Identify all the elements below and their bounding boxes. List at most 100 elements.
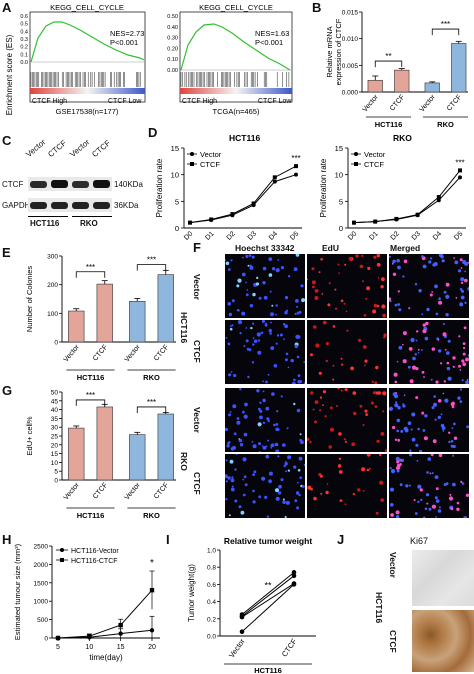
blot-row-gapdh: GAPDH <box>2 201 31 210</box>
chart-h: 2500 2000 1500 1000 500 0 5 10 15 20 time(day) Esti… <box>13 543 160 662</box>
cell-nucleus <box>284 358 288 362</box>
cell-nucleus <box>430 378 433 381</box>
cell-nucleus <box>438 254 443 258</box>
cell-nucleus <box>395 510 400 515</box>
cell-nucleus <box>250 265 253 269</box>
cell-nucleus <box>422 329 427 334</box>
x-tick-label: Vector <box>63 343 82 363</box>
chart-title: HCT116 <box>229 133 260 143</box>
cell-nucleus <box>238 438 240 440</box>
gsea-left-low: CTCF Low <box>108 98 142 105</box>
cell-nucleus <box>407 421 412 425</box>
group-label: RKO <box>437 120 454 129</box>
cell-nucleus <box>295 299 299 303</box>
micro-cells <box>225 320 305 384</box>
micro-tile-hoechst <box>225 320 305 384</box>
cell-nucleus <box>314 296 319 300</box>
cell-nucleus <box>265 445 268 448</box>
cell-nucleus <box>261 445 264 447</box>
cell-nucleus <box>447 339 451 343</box>
cell-nucleus <box>438 297 441 300</box>
cell-nucleus <box>425 493 430 497</box>
cell-nucleus <box>367 266 371 270</box>
cell-nucleus <box>372 309 377 314</box>
cell-nucleus <box>409 449 412 452</box>
cell-nucleus <box>303 382 305 384</box>
cell-nucleus <box>448 496 454 501</box>
cell-nucleus <box>263 295 268 300</box>
panel-label-j: J <box>337 532 345 547</box>
sig-stars: ** <box>264 581 272 591</box>
cell-nucleus <box>262 421 266 424</box>
x-tick-label: D1 <box>368 230 379 241</box>
cell-nucleus <box>251 441 254 443</box>
cell-nucleus <box>236 421 239 423</box>
x-tick-label: CTCF <box>92 482 109 501</box>
cell-nucleus <box>338 470 343 474</box>
gsea-left-ytick: 0.5 <box>20 22 28 28</box>
cell-nucleus <box>334 288 337 291</box>
cell-nucleus <box>424 336 429 341</box>
x-tick-label: 15 <box>117 644 125 651</box>
cell-nucleus <box>236 417 240 420</box>
cell-nucleus <box>262 398 266 403</box>
cell-nucleus <box>389 297 392 301</box>
cell-nucleus <box>374 381 378 384</box>
cell-nucleus <box>363 314 367 317</box>
cell-nucleus <box>409 454 412 457</box>
ki67-row-vector: Vector <box>388 552 398 578</box>
cell-nucleus <box>315 343 320 348</box>
y-tick-label: 1.0 <box>207 548 216 555</box>
cell-nucleus <box>290 358 294 363</box>
cell-nucleus <box>429 472 432 475</box>
cell-nucleus <box>296 506 300 510</box>
x-tick-label: Vector <box>419 93 438 113</box>
gsea-right-frame <box>179 11 293 103</box>
cell-nucleus <box>396 360 399 363</box>
cell-nucleus <box>261 476 266 481</box>
x-tick-label: D3 <box>247 230 258 241</box>
cell-nucleus <box>294 499 298 503</box>
micro-tile-edu <box>307 388 387 452</box>
micro-group-hct116: HCT116 <box>179 312 189 344</box>
y-tick-label: 15 <box>51 451 59 458</box>
cell-nucleus <box>332 378 335 381</box>
cell-nucleus <box>252 343 255 346</box>
y-axis-label: Proliferation rate <box>155 158 164 217</box>
cell-nucleus <box>268 273 273 277</box>
cell-nucleus <box>235 454 238 455</box>
cell-nucleus <box>230 259 233 262</box>
blot-group-hct116: HCT116 <box>30 219 60 228</box>
bar <box>157 413 174 481</box>
cell-nucleus <box>258 442 261 446</box>
cell-nucleus <box>269 290 272 293</box>
cell-nucleus <box>422 264 427 269</box>
cell-nucleus <box>448 440 451 444</box>
chart-b: 0.015 0.010 0.005 0.000 Relative mRNA express… <box>325 10 469 129</box>
y-tick-label: 0 <box>54 478 58 485</box>
bar <box>394 69 410 93</box>
cell-nucleus <box>270 446 273 449</box>
blot-band <box>51 180 68 188</box>
cell-nucleus <box>459 258 463 262</box>
y-tick-label: 500 <box>37 617 48 624</box>
cell-nucleus <box>239 443 244 447</box>
cell-nucleus <box>432 439 437 444</box>
cell-nucleus <box>266 515 270 518</box>
cell-nucleus <box>258 451 261 452</box>
micro-cells <box>225 454 305 518</box>
cell-nucleus <box>416 330 419 333</box>
cell-nucleus <box>395 456 400 461</box>
cell-nucleus <box>421 349 423 351</box>
cell-nucleus <box>320 258 323 261</box>
micro-col-hoechst: Hoechst 33342 <box>235 243 295 253</box>
cell-nucleus <box>457 396 461 400</box>
panel-label-a: A <box>2 0 12 15</box>
bar <box>129 300 146 343</box>
blot-strip-gapdh <box>28 198 112 212</box>
cell-nucleus <box>233 373 237 378</box>
y-tick-label: 0.0 <box>207 634 216 641</box>
cell-nucleus <box>460 388 463 391</box>
cell-nucleus <box>297 374 301 377</box>
blot-strip-ctcf <box>28 177 112 191</box>
